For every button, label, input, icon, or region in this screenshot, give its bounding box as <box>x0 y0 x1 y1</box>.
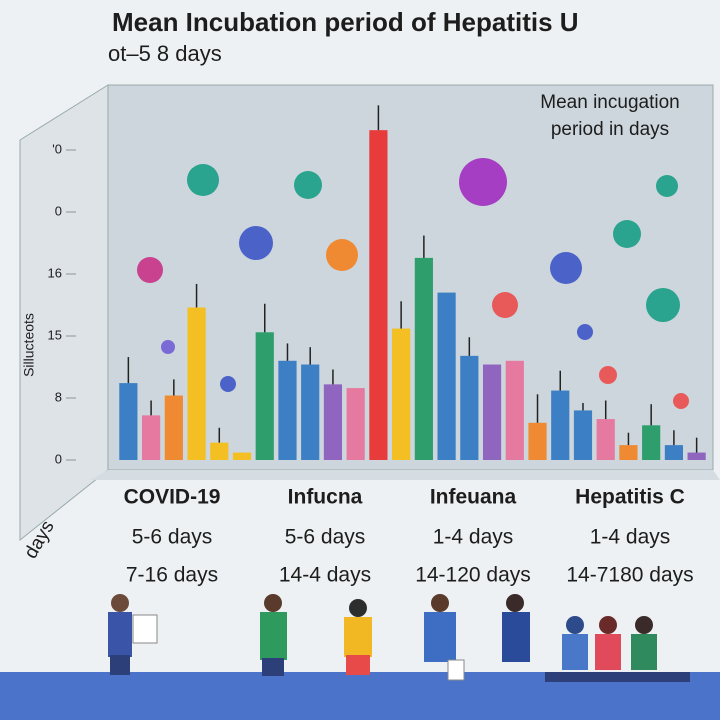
people-decoration <box>108 594 690 682</box>
bar <box>664 445 683 460</box>
bar <box>687 452 706 460</box>
y-tick-label: 0 <box>55 203 62 218</box>
bar <box>460 355 479 460</box>
bar <box>232 452 252 460</box>
y-tick-label: 8 <box>55 389 62 404</box>
bar <box>482 364 502 460</box>
y-tick-label: 0 <box>55 451 62 466</box>
bar <box>437 292 456 460</box>
y-tick-label: 16 <box>48 265 62 280</box>
group-detail: 1-4 days <box>433 526 514 549</box>
group-detail: 7-16 days <box>126 564 218 587</box>
group-detail: 1-4 days <box>590 526 671 549</box>
group-detail: 14-4 days <box>279 564 371 587</box>
bar <box>301 364 320 460</box>
bar <box>346 388 365 460</box>
bar <box>164 395 183 460</box>
group-name: Infucna <box>288 486 363 509</box>
bar <box>210 442 229 460</box>
chart-subtitle: ot–5 8 days <box>108 41 222 66</box>
bar <box>596 419 615 460</box>
annotation: Mean incugation <box>540 92 679 113</box>
plot-panel <box>107 84 714 471</box>
bar <box>142 415 161 460</box>
chart-title: Mean Incubation period of Hepatitis U <box>112 7 579 37</box>
bar <box>551 390 570 460</box>
annotation: period in days <box>551 119 669 140</box>
left-wall <box>19 84 109 542</box>
bar <box>619 445 638 460</box>
bar <box>323 384 343 460</box>
bar <box>642 425 661 460</box>
bar <box>505 360 524 460</box>
bar <box>255 332 274 460</box>
bar <box>414 257 433 460</box>
group-detail: 5-6 days <box>285 526 366 549</box>
floor <box>90 470 720 480</box>
y-axis-label: Sillucteots <box>21 313 37 377</box>
bar <box>528 422 547 460</box>
bar <box>369 130 388 460</box>
bar <box>119 383 138 460</box>
group-detail: 5-6 days <box>132 526 213 549</box>
virus-decoration <box>137 158 689 409</box>
bar <box>187 307 206 460</box>
y-tick-label: '0 <box>52 141 62 156</box>
group-detail: 14-7180 days <box>566 564 693 587</box>
bar <box>278 360 297 460</box>
y-tick-label: 15 <box>48 327 62 342</box>
bar <box>392 328 411 460</box>
group-name: COVID-19 <box>124 486 221 509</box>
bar <box>573 410 593 460</box>
group-name: Hepatitis C <box>575 486 685 509</box>
group-name: Infeuana <box>430 486 517 509</box>
group-detail: 14-120 days <box>415 564 531 587</box>
